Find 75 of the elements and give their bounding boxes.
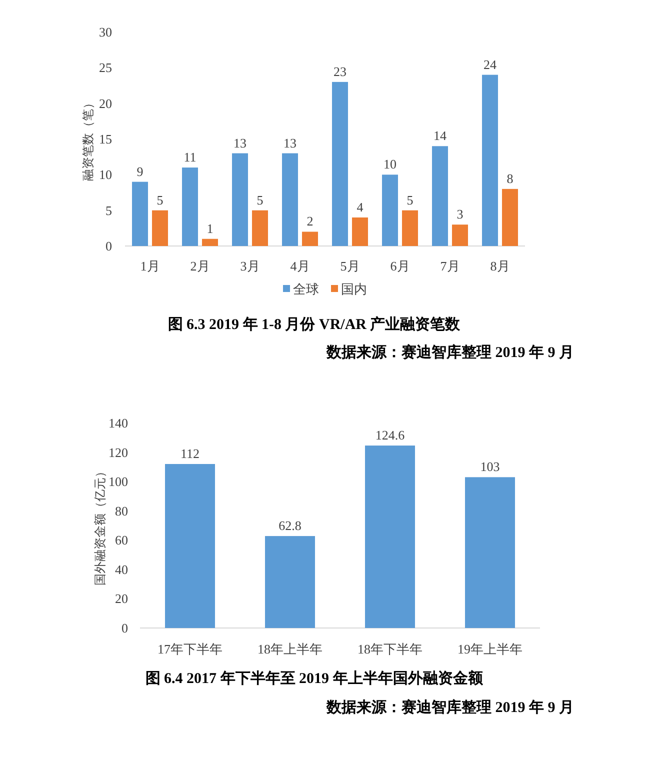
bar (482, 74, 498, 246)
y-tick-label: 15 (99, 132, 112, 146)
data-label: 13 (234, 135, 246, 150)
bar (452, 224, 468, 246)
bar (182, 168, 198, 246)
x-tick-label: 18年上半年 (258, 642, 322, 656)
data-label: 1 (206, 220, 214, 236)
data-label: 124.6 (375, 428, 406, 443)
data-label: 5 (256, 192, 264, 208)
x-tick-label: 8月 (490, 258, 510, 274)
x-tick-label: 1月 (140, 258, 160, 274)
source-note: 数据来源：赛迪智库整理 2019 年 9 月 (326, 698, 574, 716)
y-tick-label: 100 (108, 474, 128, 490)
data-label: 14 (434, 128, 447, 144)
bar (132, 182, 148, 246)
bar (232, 153, 248, 246)
bar (352, 217, 368, 246)
y-tick-label: 40 (115, 562, 128, 577)
y-tick-label: 0 (122, 620, 128, 636)
data-label: 2 (306, 214, 314, 229)
y-tick-label: 0 (106, 238, 112, 254)
data-label: 23 (334, 64, 346, 79)
bar (265, 536, 315, 628)
source-note: 数据来源：赛迪智库整理 2019 年 9 月 (326, 343, 574, 361)
bar (282, 153, 298, 246)
y-tick-label: 120 (108, 444, 128, 460)
x-tick-label: 6月 (390, 258, 410, 274)
data-label: 3 (456, 206, 464, 222)
bar (202, 238, 218, 246)
data-label: 5 (406, 192, 414, 208)
data-label: 5 (156, 192, 164, 208)
x-tick-label: 4月 (290, 258, 310, 274)
x-tick-label: 5月 (340, 258, 360, 274)
y-tick-label: 80 (115, 503, 128, 518)
bar (382, 174, 398, 246)
bar (402, 210, 418, 246)
y-tick-label: 20 (115, 591, 128, 606)
y-tick-label: 60 (115, 532, 128, 548)
bar (365, 446, 415, 628)
data-label: 112 (180, 446, 200, 461)
data-label: 62.8 (278, 518, 302, 534)
y-tick-label: 140 (108, 416, 128, 430)
data-label: 10 (384, 156, 396, 172)
y-tick-label: 25 (99, 60, 112, 76)
text: 图 6.4 2017 年下半年至 2019 年上半年国外融资金额 (145, 669, 484, 687)
data-label: 103 (480, 459, 500, 474)
y-tick-label: 30 (99, 24, 112, 40)
x-tick-label: 3月 (240, 258, 260, 274)
data-label: 11 (184, 150, 196, 165)
data-label: 4 (356, 199, 364, 214)
bar (165, 464, 215, 628)
bar (152, 210, 168, 246)
bar (432, 146, 448, 246)
x-tick-label: 19年上半年 (458, 642, 522, 656)
x-tick-label: 18年下半年 (358, 642, 422, 656)
y-axis-title: 国外融资金额（亿元） (93, 466, 107, 586)
data-label: 13 (284, 135, 296, 150)
data-label: 9 (136, 164, 144, 179)
y-tick-label: 10 (99, 167, 112, 182)
bar (302, 232, 318, 246)
x-tick-label: 7月 (440, 258, 460, 274)
x-tick-label: 17年下半年 (158, 642, 222, 656)
legend-label: 全球 (293, 282, 319, 296)
data-label: 8 (506, 170, 514, 186)
text: 图 6.3 2019 年 1-8 月份 VR/AR 产业融资笔数 (168, 316, 462, 333)
y-tick-label: 5 (106, 202, 112, 218)
bar (502, 188, 518, 246)
y-axis-title: 融资笔数（笔） (81, 97, 95, 181)
bar (252, 210, 268, 246)
y-tick-label: 20 (99, 96, 112, 111)
bar (332, 82, 348, 246)
legend-label: 国内 (341, 282, 367, 296)
data-label: 24 (484, 56, 497, 72)
bar (465, 477, 515, 628)
x-tick-label: 2月 (190, 258, 210, 274)
